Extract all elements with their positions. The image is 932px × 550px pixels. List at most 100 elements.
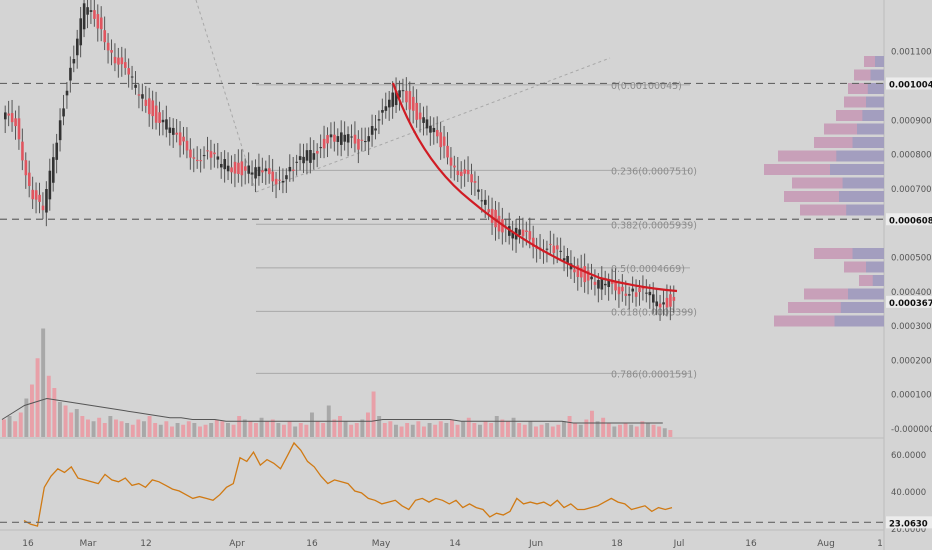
volume-bar (354, 423, 359, 437)
candle-body (134, 84, 137, 88)
candle-body (52, 157, 55, 183)
volume-bar (287, 421, 292, 437)
volume-profile-bar-part (852, 248, 884, 259)
volume-bar (254, 423, 258, 437)
volume-bar (321, 423, 326, 437)
candle-body (329, 134, 333, 138)
volume-bar (46, 375, 51, 437)
volume-bar (422, 426, 426, 437)
volume-profile-bar (859, 275, 884, 286)
candle-body (316, 150, 319, 154)
horizontal-levels[interactable] (0, 82, 884, 220)
candle-body (89, 10, 93, 12)
volume-bar (209, 423, 214, 437)
price-candles (4, 0, 676, 321)
volume-bar (125, 423, 130, 437)
candle-body (645, 292, 648, 294)
volume-bar (97, 417, 102, 437)
candle-body (370, 126, 374, 135)
candle-body (322, 138, 326, 149)
candle-body (41, 205, 45, 211)
candle-body (480, 200, 484, 202)
candle-body (641, 287, 645, 290)
volume-bar (528, 421, 533, 437)
time-tick-label: Apr (229, 539, 245, 549)
volume-profile-bar-part (846, 204, 884, 216)
candle-body (624, 293, 628, 296)
time-tick-label: 12 (140, 539, 151, 549)
volume-bar (489, 423, 494, 437)
candle-body (470, 174, 473, 183)
volume-profile-bar-part (866, 261, 884, 273)
volume-bar (203, 424, 208, 437)
candle-body (165, 119, 168, 130)
candle-body (453, 165, 456, 168)
candle-body (302, 156, 305, 164)
candle-body (130, 76, 134, 78)
candle-body (106, 42, 110, 51)
volume-bar (30, 384, 34, 437)
time-axis[interactable]: 16 Mar 12 Apr 16 May 14 Jun 18 Jul 16 Aug 1 (22, 539, 883, 549)
volume-profile-bar-part (839, 191, 884, 202)
time-tick-label: Aug (817, 539, 835, 549)
volume-bar (153, 423, 158, 437)
candle-body (141, 94, 144, 99)
time-tick-label: 16 (745, 539, 757, 549)
volume-bar (612, 426, 617, 437)
candle-body (381, 110, 384, 113)
volume-bar (567, 416, 572, 437)
volume-bar (573, 423, 578, 437)
time-tick-label: 1 (877, 539, 883, 549)
candle-body (240, 161, 244, 176)
candle-body (76, 38, 79, 56)
decline-curve-drawing[interactable] (391, 82, 678, 293)
candle-body (55, 142, 59, 160)
candle-body (151, 100, 155, 117)
volume-bar (259, 417, 264, 437)
volume-bar (500, 419, 505, 437)
candle-body (436, 130, 439, 137)
candle-body (662, 302, 665, 305)
candle-body (137, 94, 141, 96)
candle-body (103, 30, 107, 43)
candle-body (295, 161, 299, 163)
volume-bar (69, 412, 74, 437)
candle-body (113, 56, 117, 64)
volume-bar (606, 423, 611, 437)
volume-bar (382, 423, 387, 437)
volume-bar (371, 391, 376, 437)
volume-profile-bar-part (834, 315, 884, 327)
volume-bar (494, 416, 499, 437)
volume-profile-bar (844, 261, 884, 273)
volume-bar (147, 416, 152, 437)
volume-bar (394, 424, 398, 437)
volume-profile-bar-part (842, 177, 884, 189)
candle-body (202, 155, 206, 157)
candle-body (79, 18, 83, 46)
volume-bar (164, 421, 169, 437)
price-highlight-box (886, 213, 932, 226)
candle-body (377, 119, 381, 121)
volume-bar (237, 416, 242, 437)
volume-bar (668, 430, 673, 437)
volume-bar (545, 423, 550, 437)
volume-bar (455, 424, 460, 437)
candle-body (24, 160, 28, 176)
candle-body (466, 169, 470, 175)
candle-body (518, 229, 521, 235)
candle-body (617, 286, 621, 295)
volume-bar (248, 421, 253, 437)
fibonacci-retracement[interactable]: 0(0.00100045) 0.236(0.0007510) 0.382(0.000… (195, 0, 697, 380)
candle-body (528, 231, 532, 240)
candle-body (21, 141, 24, 161)
candle-body (425, 119, 429, 129)
volume-bar (550, 426, 555, 437)
volume-bar (231, 424, 236, 437)
